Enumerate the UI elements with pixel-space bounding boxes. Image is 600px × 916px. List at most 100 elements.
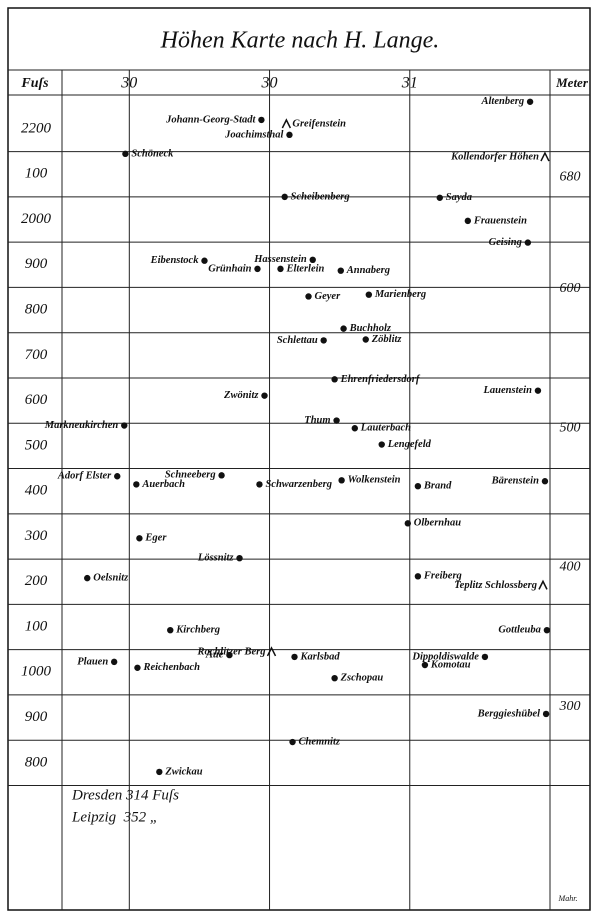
y-tick-label: 800 [25,754,48,770]
peak-marker [281,118,292,129]
y-tick-label: 400 [25,483,48,499]
y-tick-label: 1000 [21,664,52,680]
point-label: Bärenstein [491,476,539,487]
point [337,267,344,274]
point-label: Plauen [77,656,108,667]
point [277,265,284,273]
point [289,738,296,746]
point [305,293,312,300]
point [541,478,549,485]
y-tick-label: 900 [25,256,48,272]
y-tick-label: 700 [25,347,48,363]
point-label: Schwarzenberg [265,479,332,490]
point-label: Brand [423,481,452,492]
point [524,239,532,246]
point [226,651,233,659]
frame [7,7,591,911]
point [309,256,316,264]
note: Leipzig 352 „ [71,809,158,825]
point [365,291,373,298]
point-label: Altenberg [480,96,524,107]
point [414,483,422,490]
point-label: Zöblitz [371,334,403,345]
point-label: Reichenbach [142,662,200,673]
y-tick-label: 100 [25,618,48,634]
point [421,661,429,669]
point-label: Zwickau [164,766,202,777]
point-label: Sayda [446,192,472,203]
point-label: Joachimsthal [224,129,283,140]
point-label: Buchholz [349,323,392,334]
point-label: Geising [489,237,522,248]
y2-tick-label: 680 [560,169,581,184]
point [404,520,412,527]
point-label: Olbernhau [414,518,461,529]
point-label: Gottleuba [498,625,541,636]
point [281,193,288,201]
point [114,473,121,480]
point [338,477,345,484]
point-label: Frauenstein [473,215,527,226]
point-label: Geyer [315,291,342,302]
point-label: Chemnitz [299,736,341,747]
point [167,626,174,634]
point-label: Zwönitz [223,390,259,401]
point-label: Annaberg [346,265,390,276]
point [134,664,141,671]
point-label: Kollendorfer Höhen [450,151,539,162]
point [340,325,347,332]
point-label: Freiberg [423,571,462,582]
point [481,653,489,661]
point [291,653,298,661]
point-label: Karlsbad [300,651,341,662]
point-label: Kirchberg [175,625,220,636]
point-label: Zschopau [340,673,384,684]
point [526,98,534,105]
peak-marker [538,579,548,590]
point-label: Eibenstock [150,255,200,266]
point [110,658,118,666]
y-tick-label: 200 [25,573,48,589]
point-label: Rochlitzer Berg [197,646,266,657]
point-label: Oelsnitz [93,573,129,584]
point-label: Lauterbach [360,423,411,434]
point-label: Greifenstein [292,118,346,129]
point [362,336,369,343]
point [218,472,225,479]
y2-tick-label: 400 [560,560,581,575]
point-label: Wolkenstein [348,475,401,486]
point-label: Berggieshübel [477,708,541,719]
y-tick-label: 900 [25,709,48,725]
y-tick-label: 600 [25,392,48,408]
point [414,573,422,580]
point [256,481,263,488]
point [121,422,128,429]
point-label: Auerbach [141,479,185,490]
point [543,626,551,634]
y-tick-label: 500 [25,437,48,453]
y-tick-label: 300 [24,528,48,544]
y2-axis-title: Meter [555,75,589,90]
point [136,535,143,542]
point [351,425,358,432]
point [258,116,265,124]
point [156,768,163,776]
point [542,710,550,718]
point-label: Johann-Georg-Stadt [165,114,256,125]
note: Dresden 314 Fuſs [71,787,179,803]
y2-tick-label: 300 [559,699,581,714]
y-tick-label: 2200 [21,120,52,136]
point [436,194,443,201]
point [84,574,91,582]
point [254,265,261,273]
y2-tick-label: 500 [560,420,581,435]
point [122,150,129,158]
point-label: Schneeberg [165,470,216,481]
point-label: Markneukirchen [44,420,119,431]
point-label: Marienberg [374,289,426,300]
point [261,392,268,399]
point-label: Grünhain [208,263,251,274]
point-label: Ehrenfriedersdorf [340,374,421,385]
point-label: Schlettau [277,335,318,346]
